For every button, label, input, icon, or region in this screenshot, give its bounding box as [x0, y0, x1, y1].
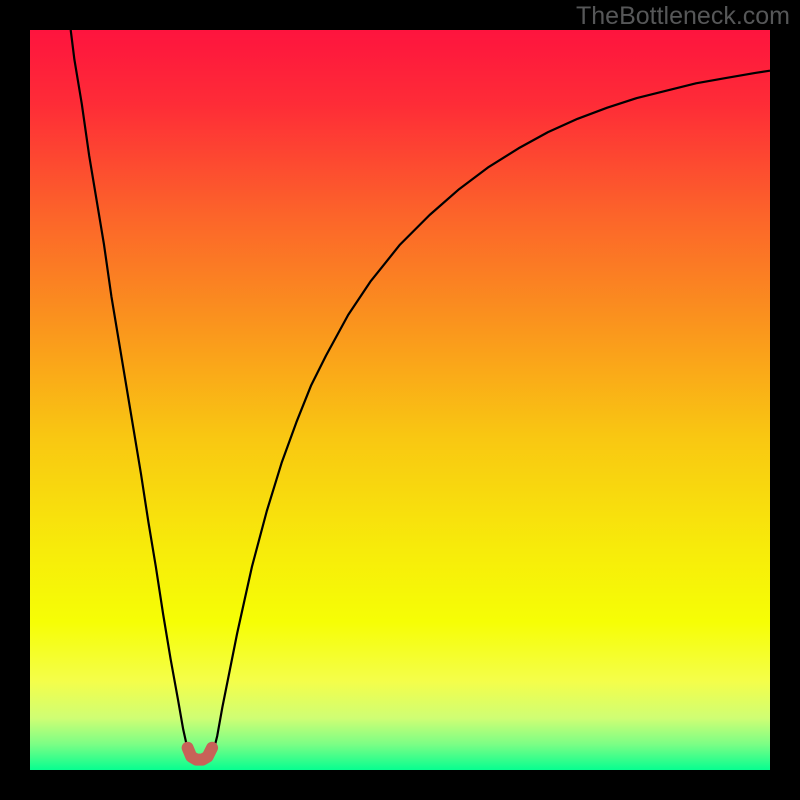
dip-marker — [30, 30, 770, 770]
watermark-text: TheBottleneck.com — [576, 2, 790, 31]
chart-frame — [30, 30, 770, 770]
